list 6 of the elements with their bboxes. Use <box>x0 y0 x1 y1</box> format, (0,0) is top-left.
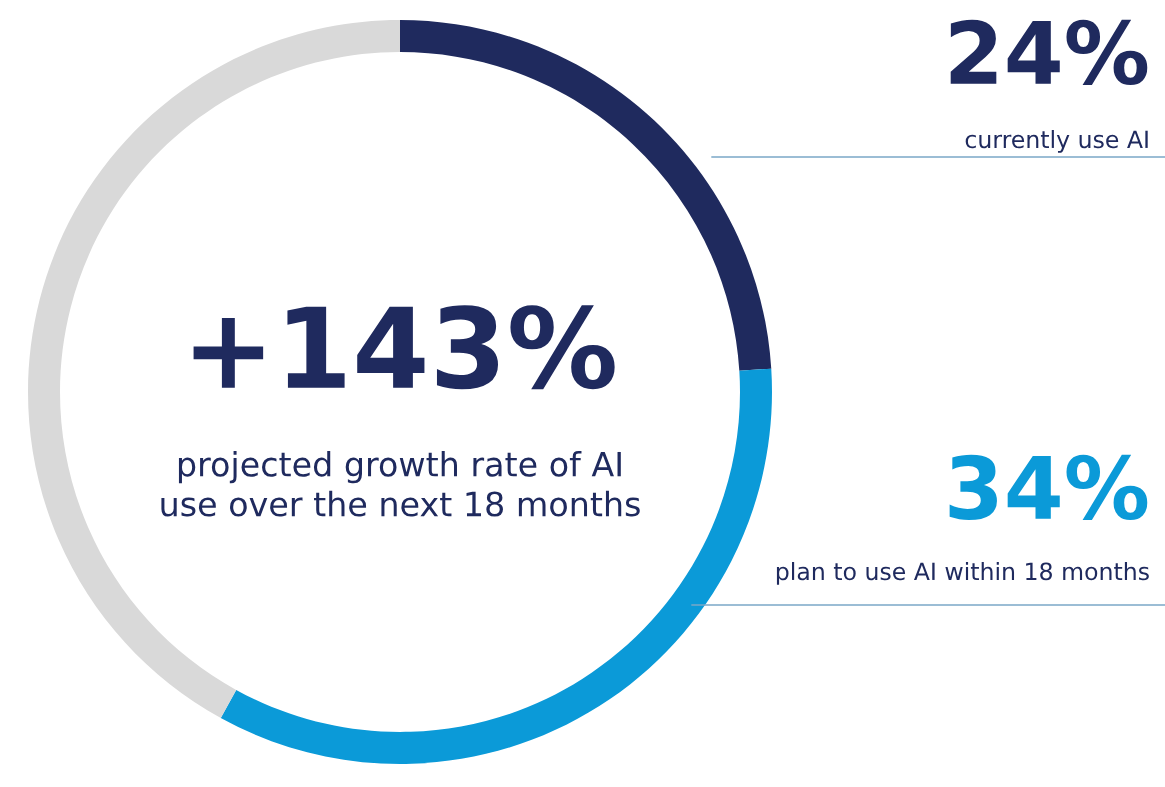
data-label: 24% <box>950 19 1148 85</box>
text: projected growth rate of AI use over the next 18 months <box>161 450 640 517</box>
slice-label: plan to use AI within 18 months <box>776 562 1149 585</box>
data-label: 34% <box>949 454 1148 520</box>
text: +143% <box>193 305 615 390</box>
slice-label: currently use AI <box>965 130 1148 153</box>
